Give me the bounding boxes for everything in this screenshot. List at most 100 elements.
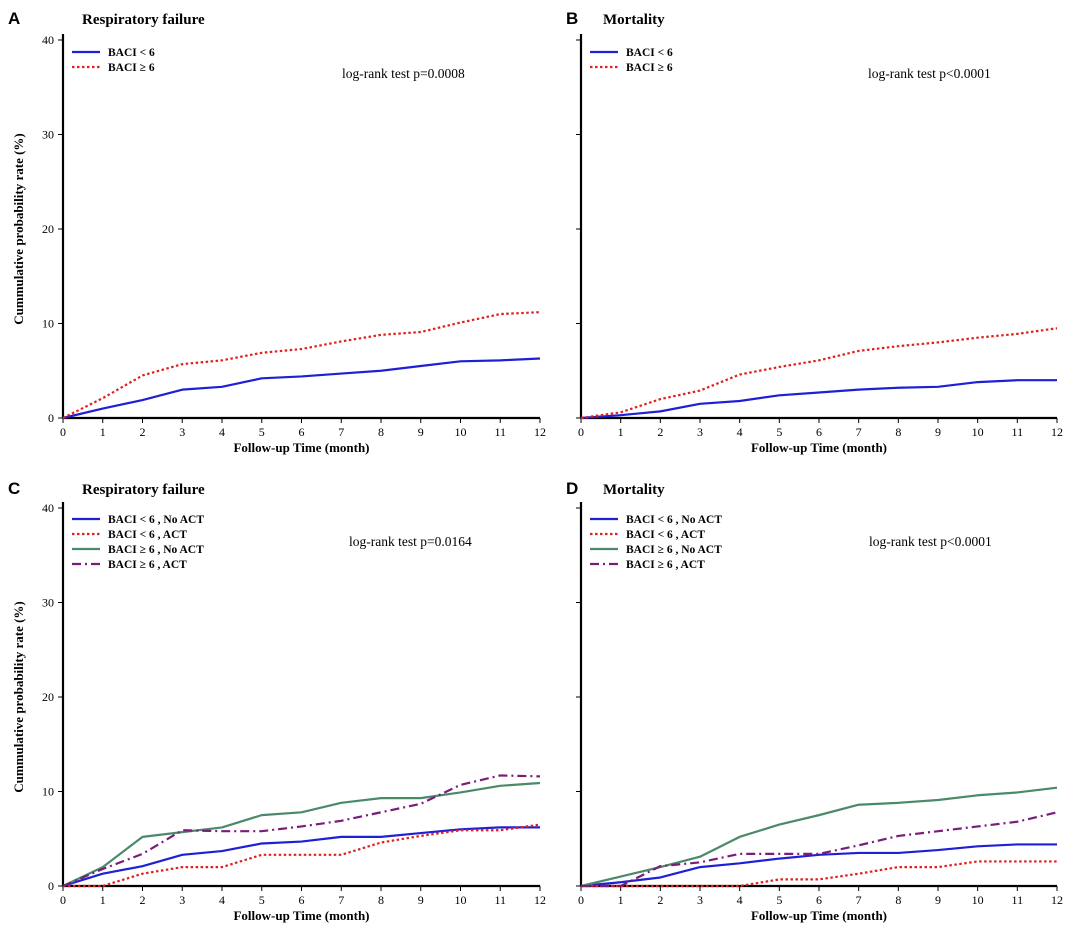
legend-label: BACI < 6 (108, 47, 155, 59)
x-tick-label: 3 (697, 893, 703, 907)
x-tick-label: 0 (578, 893, 584, 907)
x-tick-label: 0 (60, 893, 66, 907)
y-tick-label: 20 (42, 222, 54, 236)
y-tick-label: 30 (42, 128, 54, 142)
x-tick-label: 8 (378, 893, 384, 907)
x-tick-label: 6 (816, 425, 822, 439)
x-tick-label: 10 (972, 425, 984, 439)
x-tick-label: 4 (737, 425, 743, 439)
logrank-annotation: log-rank test p<0.0001 (868, 66, 991, 81)
logrank-annotation: log-rank test p=0.0008 (342, 66, 465, 81)
x-tick-label: 0 (60, 425, 66, 439)
y-tick-label: 40 (42, 33, 54, 47)
x-tick-label: 11 (494, 425, 506, 439)
y-tick-label: 40 (42, 501, 54, 515)
legend-label: BACI < 6 , No ACT (626, 514, 722, 526)
x-tick-label: 2 (140, 893, 146, 907)
x-tick-label: 11 (1012, 893, 1024, 907)
panel-title: Mortality (603, 482, 665, 498)
x-tick-label: 1 (618, 893, 624, 907)
x-tick-label: 11 (1012, 425, 1024, 439)
x-tick-label: 6 (299, 893, 305, 907)
y-tick-label: 20 (42, 690, 54, 704)
series-line-2 (580, 327, 1058, 420)
x-tick-label: 4 (219, 893, 225, 907)
panel-title: Mortality (603, 12, 665, 28)
series-line-4 (62, 774, 541, 888)
x-tick-label: 2 (140, 425, 146, 439)
x-tick-label: 1 (100, 425, 106, 439)
legend-label: BACI < 6 , ACT (108, 529, 187, 541)
x-tick-label: 2 (657, 893, 663, 907)
series-line-2 (581, 860, 1057, 888)
x-tick-label: 5 (259, 425, 265, 439)
series-line-1 (580, 379, 1057, 420)
y-axis-title: Cummulative probability rate (%) (11, 601, 26, 793)
x-tick-label: 7 (338, 893, 344, 907)
y-tick-label: 10 (42, 785, 54, 799)
x-axis-title: Follow-up Time (month) (751, 908, 887, 923)
y-tick-label: 0 (48, 411, 54, 425)
x-tick-label: 10 (455, 425, 467, 439)
x-tick-label: 12 (1051, 893, 1063, 907)
x-tick-label: 3 (179, 425, 185, 439)
legend-label: BACI ≥ 6 , No ACT (626, 544, 722, 556)
legend-label: BACI < 6 , No ACT (108, 514, 204, 526)
x-tick-label: 1 (618, 425, 624, 439)
x-tick-label: 12 (534, 893, 546, 907)
x-tick-label: 5 (776, 425, 782, 439)
panel-title: Respiratory failure (82, 482, 205, 498)
series-line-1 (580, 843, 1057, 888)
series-line-2 (62, 311, 541, 419)
x-tick-label: 7 (856, 893, 862, 907)
legend-label: BACI ≥ 6 , No ACT (108, 544, 204, 556)
series-line-2 (63, 823, 541, 888)
panel-title: Respiratory failure (82, 12, 205, 28)
series-line-4 (581, 811, 1058, 888)
x-tick-label: 4 (737, 893, 743, 907)
series-line-1 (62, 826, 540, 888)
series-line-3 (62, 781, 541, 887)
panel-letter: D (566, 479, 578, 498)
legend-label: BACI ≥ 6 (108, 62, 155, 74)
x-axis-title: Follow-up Time (month) (751, 440, 887, 455)
x-tick-label: 11 (494, 893, 506, 907)
y-tick-label: 0 (48, 879, 54, 893)
x-tick-label: 2 (657, 425, 663, 439)
x-tick-label: 12 (1051, 425, 1063, 439)
x-tick-label: 8 (895, 425, 901, 439)
x-tick-label: 4 (219, 425, 225, 439)
logrank-annotation: log-rank test p<0.0001 (869, 534, 992, 549)
y-tick-label: 30 (42, 596, 54, 610)
x-axis-title: Follow-up Time (month) (233, 908, 369, 923)
panel-letter: B (566, 9, 578, 28)
legend-label: BACI ≥ 6 , ACT (108, 559, 187, 571)
x-tick-label: 8 (895, 893, 901, 907)
legend-label: BACI ≥ 6 (626, 62, 673, 74)
x-tick-label: 3 (697, 425, 703, 439)
y-tick-label: 10 (42, 317, 54, 331)
x-axis-title: Follow-up Time (month) (233, 440, 369, 455)
x-tick-label: 9 (935, 425, 941, 439)
panel-letter: A (8, 9, 20, 28)
x-tick-label: 9 (418, 893, 424, 907)
logrank-annotation: log-rank test p=0.0164 (349, 534, 472, 549)
legend-label: BACI ≥ 6 , ACT (626, 559, 705, 571)
x-tick-label: 7 (338, 425, 344, 439)
x-tick-label: 10 (455, 893, 467, 907)
x-tick-label: 1 (100, 893, 106, 907)
x-tick-label: 3 (179, 893, 185, 907)
x-tick-label: 5 (259, 893, 265, 907)
x-tick-label: 6 (816, 893, 822, 907)
x-tick-label: 5 (776, 893, 782, 907)
panel-letter: C (8, 479, 20, 498)
series-line-1 (62, 357, 541, 420)
x-tick-label: 12 (534, 425, 546, 439)
x-tick-label: 0 (578, 425, 584, 439)
x-tick-label: 6 (299, 425, 305, 439)
